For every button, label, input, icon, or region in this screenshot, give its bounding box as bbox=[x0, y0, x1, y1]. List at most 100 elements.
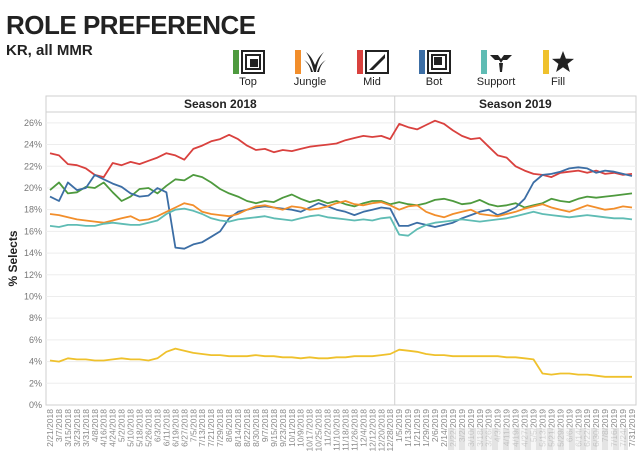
series-line-jungle bbox=[49, 200, 633, 224]
x-tick-label: 4/16/2018 bbox=[99, 409, 109, 447]
x-tick-label: 5/2/2018 bbox=[117, 409, 127, 442]
x-tick-label: 7/13/2018 bbox=[197, 409, 207, 447]
star-icon bbox=[551, 50, 575, 79]
x-tick-label: 10/17/2018 bbox=[305, 409, 315, 452]
series-line-fill bbox=[49, 347, 632, 378]
x-tick-label: 9/23/2018 bbox=[278, 409, 288, 447]
x-tick-label: 12/28/2018 bbox=[385, 409, 395, 452]
x-tick-label: 3/31/2018 bbox=[81, 409, 91, 447]
x-tick-label: 3/2/2019 bbox=[457, 409, 467, 442]
x-tick-label: 9/7/2018 bbox=[260, 409, 270, 442]
x-tick-label: 7/24/2019 bbox=[618, 409, 628, 447]
y-tick-label: 0% bbox=[29, 400, 42, 410]
legend-item-top: Top bbox=[218, 48, 278, 92]
legend-item-jungle: Jungle bbox=[280, 48, 340, 92]
x-tick-label: 2/21/2018 bbox=[45, 409, 55, 447]
x-tick-label: 6/27/2018 bbox=[179, 409, 189, 447]
legend-swatch bbox=[233, 50, 239, 74]
x-tick-label: 12/12/2018 bbox=[367, 409, 377, 452]
x-tick-label: 3/18/2019 bbox=[475, 409, 485, 447]
x-tick-label: 3/26/2019 bbox=[484, 409, 494, 447]
x-tick-label: 7/29/2018 bbox=[215, 409, 225, 447]
x-tick-label: 1/13/2019 bbox=[403, 409, 413, 447]
x-tick-label: 10/1/2018 bbox=[287, 409, 297, 447]
x-tick-label: 6/22/2019 bbox=[582, 409, 592, 447]
x-tick-label: 8/6/2018 bbox=[224, 409, 234, 442]
y-tick-label: 14% bbox=[24, 248, 42, 258]
legend-swatch bbox=[295, 50, 301, 74]
x-tick-label: 6/30/2019 bbox=[591, 409, 601, 447]
legend-label: Mid bbox=[363, 76, 381, 88]
x-tick-label: 6/14/2019 bbox=[573, 409, 583, 447]
x-tick-label: 7/16/2019 bbox=[609, 409, 619, 447]
season-label-2019: Season 2019 bbox=[479, 97, 552, 111]
x-tick-label: 4/11/2019 bbox=[502, 409, 512, 446]
y-tick-label: 22% bbox=[24, 161, 42, 171]
x-tick-label: 5/5/2019 bbox=[529, 409, 539, 442]
legend-swatch bbox=[419, 50, 425, 74]
y-tick-label: 24% bbox=[24, 140, 42, 150]
x-tick-label: 3/23/2018 bbox=[72, 409, 82, 447]
x-tick-label: 7/8/2019 bbox=[600, 409, 610, 442]
x-tick-label: 5/26/2018 bbox=[143, 409, 153, 447]
x-tick-label: 8/30/2018 bbox=[251, 409, 261, 447]
x-tick-label: 10/25/2018 bbox=[314, 409, 324, 452]
legend-item-bot: Bot bbox=[404, 48, 464, 92]
series-line-mid bbox=[49, 119, 633, 179]
x-tick-label: 5/10/2018 bbox=[126, 409, 136, 447]
x-tick-label: 5/21/2019 bbox=[546, 409, 556, 447]
legend-item-support: Support bbox=[466, 48, 526, 92]
x-tick-label: 2/22/2019 bbox=[448, 409, 458, 447]
chart-title: ROLE PREFERENCE bbox=[6, 10, 256, 40]
x-tick-label: 6/6/2019 bbox=[564, 409, 574, 442]
y-tick-label: 12% bbox=[24, 270, 42, 280]
x-tick-label: 11/2/2018 bbox=[323, 409, 333, 446]
x-tick-label: 11/18/2018 bbox=[340, 409, 350, 451]
legend-item-fill: Fill bbox=[528, 48, 588, 92]
x-tick-label: 4/24/2018 bbox=[108, 409, 118, 447]
x-tick-label: 7/31/2019 bbox=[627, 409, 637, 447]
legend-item-mid: Mid bbox=[342, 48, 402, 92]
x-tick-label: 2/14/2019 bbox=[439, 409, 449, 447]
y-tick-label: 18% bbox=[24, 205, 42, 215]
x-tick-label: 4/19/2019 bbox=[511, 409, 521, 447]
y-tick-label: 8% bbox=[29, 313, 42, 323]
mid-lane-icon bbox=[365, 50, 389, 79]
y-tick-label: 26% bbox=[24, 118, 42, 128]
x-tick-label: 9/15/2018 bbox=[269, 409, 279, 447]
x-tick-label: 12/4/2018 bbox=[358, 409, 368, 447]
legend: Top Jungle Mid Bot Support Fill bbox=[218, 48, 598, 92]
x-tick-label: 12/20/2018 bbox=[376, 409, 386, 452]
support-icon bbox=[489, 50, 513, 79]
jungle-icon bbox=[303, 50, 327, 79]
blurred-watermark bbox=[448, 428, 628, 450]
series-line-support bbox=[49, 207, 633, 237]
x-tick-label: 11/10/2018 bbox=[332, 409, 342, 451]
x-tick-label: 6/11/2018 bbox=[161, 409, 171, 446]
x-tick-label: 5/18/2018 bbox=[135, 409, 145, 447]
x-tick-label: 4/27/2019 bbox=[520, 409, 530, 447]
y-tick-label: 6% bbox=[29, 335, 42, 345]
x-tick-label: 8/22/2018 bbox=[242, 409, 252, 447]
plot-frame bbox=[45, 95, 637, 406]
y-tick-label: 2% bbox=[29, 378, 42, 388]
x-tick-label: 4/3/2019 bbox=[493, 409, 503, 442]
x-tick-label: 5/13/2019 bbox=[537, 409, 547, 447]
x-tick-label: 7/21/2018 bbox=[206, 409, 216, 447]
x-tick-label: 2/6/2019 bbox=[430, 409, 440, 442]
y-axis-label: % Selects bbox=[6, 230, 20, 286]
y-tick-label: 20% bbox=[24, 183, 42, 193]
x-tick-label: 3/15/2018 bbox=[63, 409, 73, 447]
x-tick-label: 8/14/2018 bbox=[233, 409, 243, 447]
series-line-bot bbox=[49, 166, 633, 250]
y-tick-label: 10% bbox=[24, 291, 42, 301]
chart-subtitle: KR, all MMR bbox=[6, 42, 93, 59]
x-tick-label: 3/10/2019 bbox=[466, 409, 476, 447]
x-tick-label: 1/29/2019 bbox=[421, 409, 431, 447]
x-tick-label: 5/29/2019 bbox=[555, 409, 565, 447]
legend-label: Bot bbox=[425, 76, 443, 88]
y-tick-label: 16% bbox=[24, 226, 42, 236]
legend-label: Top bbox=[239, 76, 257, 88]
top-lane-icon bbox=[241, 50, 265, 79]
